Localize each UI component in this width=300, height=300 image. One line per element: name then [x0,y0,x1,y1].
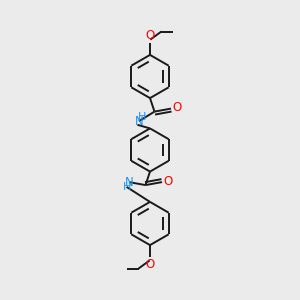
Text: O: O [172,101,182,114]
Text: H: H [122,182,131,192]
Text: O: O [146,29,154,42]
Text: N: N [124,176,134,189]
Text: O: O [164,175,173,188]
Text: O: O [146,258,154,271]
Text: N: N [134,115,143,128]
Text: H: H [138,112,147,122]
